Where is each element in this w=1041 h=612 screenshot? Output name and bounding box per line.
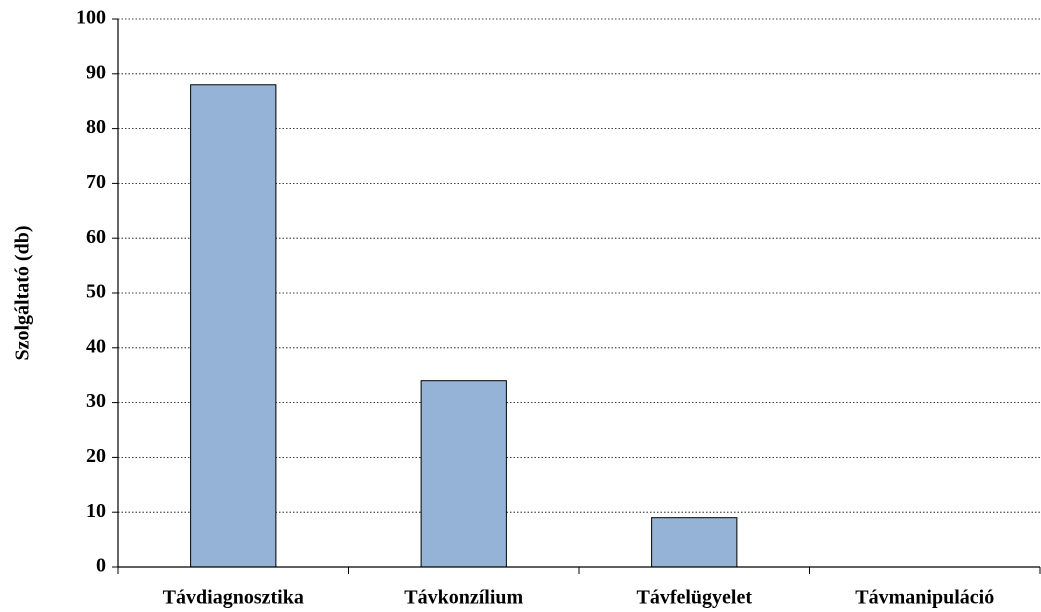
y-tick-label: 50 [86, 281, 106, 303]
y-tick-label: 100 [76, 7, 106, 29]
bar [420, 380, 507, 568]
x-tick-label: Távfelügyelet [636, 587, 752, 609]
y-tick-label: 40 [86, 335, 106, 357]
y-tick-label: 80 [86, 116, 106, 138]
y-tick-label: 0 [96, 555, 106, 577]
bar [190, 84, 277, 568]
y-tick-label: 10 [86, 500, 106, 522]
x-tick-label: Távmanipuláció [855, 587, 994, 609]
bar [651, 517, 738, 568]
y-tick-label: 90 [86, 61, 106, 83]
y-tick-label: 30 [86, 390, 106, 412]
x-tick-label: Távkonzílium [404, 587, 523, 609]
y-tick-label: 70 [86, 171, 106, 193]
y-tick-label: 20 [86, 445, 106, 467]
x-tick-label: Távdiagnosztika [163, 587, 304, 609]
y-axis-label: Szolgáltató (db) [12, 226, 34, 361]
y-tick-label: 60 [86, 226, 106, 248]
